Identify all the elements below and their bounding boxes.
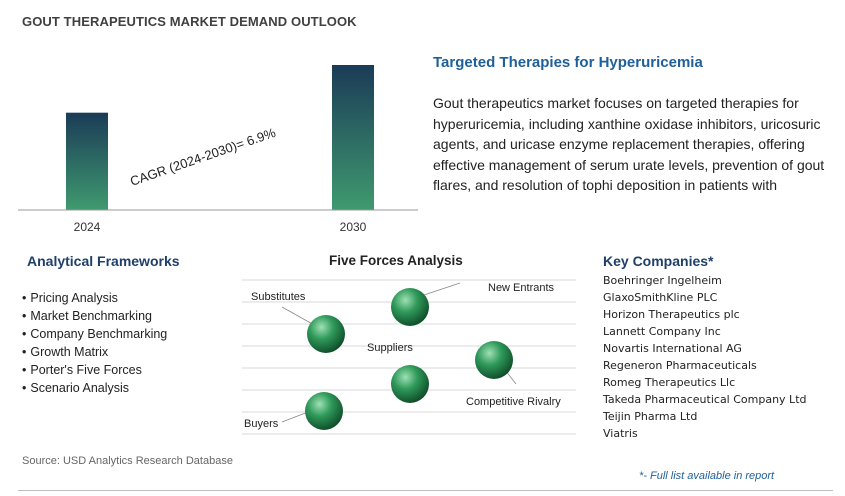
full-list-note: *- Full list available in report: [639, 470, 775, 482]
list-item: Porter's Five Forces: [22, 361, 167, 379]
source-note: Source: USD Analytics Research Database: [22, 455, 233, 467]
bar-2030: [332, 65, 374, 210]
list-item: Takeda Pharmaceutical Company Ltd: [603, 393, 807, 406]
label-new-entrants: New Entrants: [488, 282, 555, 294]
list-item: Novartis International AG: [603, 342, 742, 355]
list-item: Company Benchmarking: [22, 325, 167, 343]
list-item: Boehringer Ingelheim: [603, 274, 722, 287]
sphere-suppliers: [391, 365, 429, 403]
key-companies-list: Boehringer Ingelheim GlaxoSmithKline PLC…: [603, 272, 806, 442]
label-competitive-rivalry: Competitive Rivalry: [466, 396, 561, 408]
sphere-substitutes: [307, 315, 345, 353]
key-companies-title: Key Companies*: [603, 253, 714, 269]
label-substitutes: Substitutes: [251, 291, 306, 303]
cagr-annotation: CAGR (2024-2030)= 6.9%: [128, 125, 278, 189]
list-item: Romeg Therapeutics Llc: [603, 376, 736, 389]
list-item: Viatris: [603, 427, 638, 440]
list-item: Growth Matrix: [22, 343, 167, 361]
five-forces-diagram: Substitutes New Entrants Suppliers Compe…: [242, 279, 576, 435]
bar-2024: [66, 112, 108, 210]
list-item: GlaxoSmithKline PLC: [603, 291, 718, 304]
list-item: Pricing Analysis: [22, 289, 167, 307]
list-item: Market Benchmarking: [22, 307, 167, 325]
list-item: Teijin Pharma Ltd: [603, 410, 698, 423]
description: Gout therapeutics market focuses on targ…: [433, 95, 825, 193]
list-item: Lannett Company Inc: [603, 325, 721, 338]
list-item: Horizon Therapeutics plc: [603, 308, 740, 321]
bar-chart: 2024 2030 CAGR (2024-2030)= 6.9%: [18, 65, 418, 234]
label-buyers: Buyers: [244, 418, 279, 430]
label-suppliers: Suppliers: [367, 342, 413, 354]
subheading: Targeted Therapies for Hyperuricemia: [433, 54, 703, 71]
page-title: GOUT THERAPEUTICS MARKET DEMAND OUTLOOK: [22, 14, 357, 29]
list-item: Scenario Analysis: [22, 379, 167, 397]
sphere-competitive-rivalry: [475, 341, 513, 379]
x-tick-label: 2024: [74, 220, 101, 234]
five-forces-title: Five Forces Analysis: [329, 253, 463, 268]
list-item: Regeneron Pharmaceuticals: [603, 359, 757, 372]
divider: [18, 490, 833, 491]
frameworks-title: Analytical Frameworks: [27, 253, 180, 269]
frameworks-list: Pricing Analysis Market Benchmarking Com…: [22, 289, 167, 397]
sphere-new-entrants: [391, 288, 429, 326]
sphere-buyers: [305, 392, 343, 430]
x-tick-label: 2030: [340, 220, 367, 234]
